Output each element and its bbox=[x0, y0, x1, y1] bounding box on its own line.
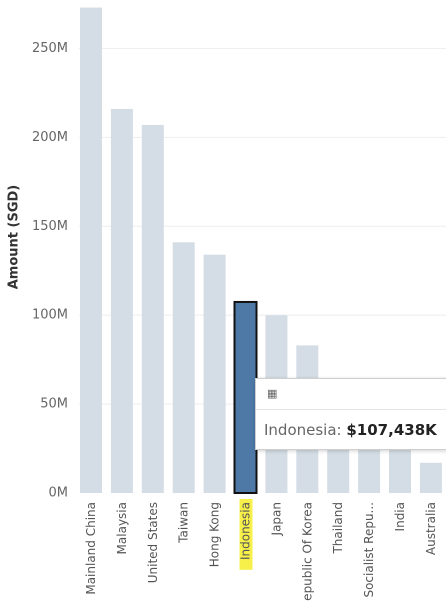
y-tick-label: 200M bbox=[32, 130, 68, 145]
x-tick-label: India bbox=[393, 502, 407, 531]
gridlines bbox=[79, 47, 446, 405]
x-tick-label-group: Thailand bbox=[331, 502, 345, 555]
x-tick-label-group: Taiwan bbox=[177, 502, 191, 544]
x-tick-label: Hong Kong bbox=[208, 502, 222, 567]
tooltip-divider bbox=[256, 409, 446, 410]
x-tick-label-group: United States bbox=[146, 502, 160, 583]
bar[interactable] bbox=[141, 124, 164, 493]
x-tick-label: Thailand bbox=[331, 502, 345, 555]
bar[interactable] bbox=[419, 462, 442, 493]
x-axis-labels: Mainland China Malaysia United States Taiwa… bbox=[84, 499, 438, 601]
x-tick-label: Malaysia bbox=[115, 502, 129, 554]
x-tick-label: epublic Of Korea bbox=[300, 502, 314, 601]
x-tick-label-group: Australia bbox=[424, 502, 438, 555]
label-highlight bbox=[239, 499, 253, 570]
bar[interactable] bbox=[110, 108, 133, 494]
y-tick-label: 150M bbox=[32, 219, 68, 234]
y-tick-label: 50M bbox=[40, 397, 68, 412]
tooltip-label: Indonesia: bbox=[264, 421, 342, 439]
y-axis-title: Amount (SGD) bbox=[7, 185, 22, 290]
tooltip-value: $107,438K bbox=[346, 421, 437, 439]
tooltip-content: Indonesia: $107,438K bbox=[264, 421, 437, 439]
x-tick-label-group: Malaysia bbox=[115, 502, 129, 554]
x-tick-label-group: Hong Kong bbox=[208, 502, 222, 567]
x-tick-label: Indonesia bbox=[239, 502, 253, 560]
bar[interactable] bbox=[172, 242, 195, 493]
bar[interactable] bbox=[233, 300, 258, 494]
x-tick-label-group: Socialist Repu... bbox=[362, 502, 376, 598]
x-tick-label: United States bbox=[146, 502, 160, 583]
x-tick-label-group: epublic Of Korea bbox=[300, 502, 314, 601]
tooltip: ▦ Indonesia: $107,438K bbox=[255, 378, 446, 450]
x-tick-label: Socialist Repu... bbox=[362, 502, 376, 598]
x-tick-label: Japan bbox=[269, 502, 283, 536]
x-tick-label: Mainland China bbox=[84, 502, 98, 595]
y-tick-label: 100M bbox=[32, 308, 68, 323]
x-tick-label: Australia bbox=[424, 502, 438, 555]
x-tick-label: Taiwan bbox=[177, 502, 191, 544]
x-tick-label-group: India bbox=[393, 502, 407, 531]
x-tick-label-group: Mainland China bbox=[84, 502, 98, 595]
bar[interactable] bbox=[389, 439, 411, 493]
y-tick-label: 0M bbox=[49, 486, 69, 501]
y-tick-label: 250M bbox=[32, 41, 68, 56]
x-tick-label-group: Indonesia bbox=[239, 499, 253, 570]
bar[interactable] bbox=[80, 7, 102, 493]
y-axis-ticks: 0M 50M 100M 150M 200M 250M bbox=[32, 41, 68, 501]
table-icon[interactable]: ▦ bbox=[267, 387, 278, 400]
bar[interactable] bbox=[203, 254, 226, 493]
x-tick-label-group: Japan bbox=[269, 502, 283, 536]
